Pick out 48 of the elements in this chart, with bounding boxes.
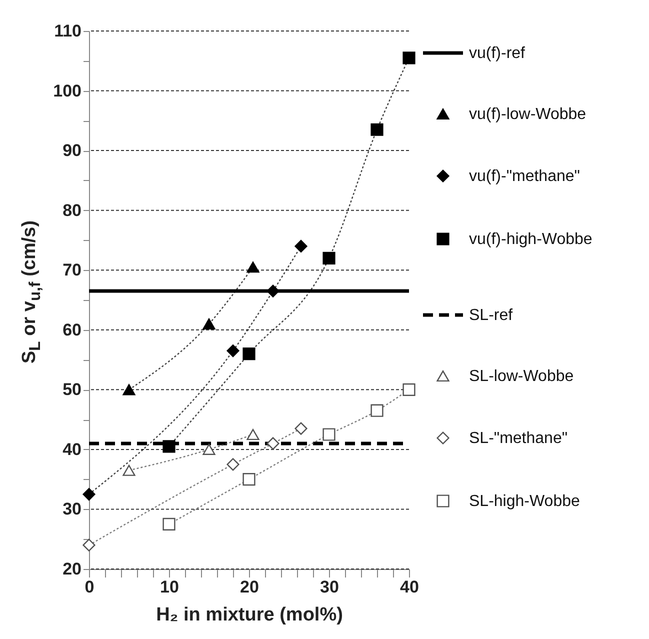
point <box>122 464 136 476</box>
point <box>322 428 336 441</box>
x-tick-label: 10 <box>160 578 179 596</box>
point <box>266 437 280 450</box>
x-tick-label: 0 <box>84 578 94 596</box>
point <box>370 123 384 136</box>
legend-label: SL-low-Wobbe <box>469 368 574 385</box>
legend-label: vu(f)-ref <box>469 45 526 62</box>
point <box>122 384 136 396</box>
point <box>246 428 260 440</box>
x-tick-label: 40 <box>400 578 419 596</box>
point <box>226 344 240 358</box>
point <box>242 473 256 486</box>
point <box>246 262 260 273</box>
point <box>202 444 216 455</box>
y-tick-label: 90 <box>62 141 82 160</box>
point <box>294 240 308 252</box>
x-tick-label: 20 <box>240 578 259 596</box>
y-tick-label: 100 <box>53 81 82 100</box>
legend-label: SL-ref <box>469 307 514 324</box>
point <box>82 538 96 552</box>
x-tick-label: 30 <box>320 578 339 596</box>
point <box>226 458 240 471</box>
point <box>162 518 176 530</box>
point <box>266 284 280 298</box>
y-tick-label: 110 <box>54 22 82 40</box>
y-tick-label: 70 <box>62 260 82 280</box>
point <box>242 348 256 360</box>
point <box>202 318 216 330</box>
point <box>82 488 96 501</box>
point <box>322 252 336 264</box>
y-tick-label: 60 <box>62 320 82 340</box>
point <box>162 440 176 453</box>
legend-label: vu(f)-high-Wobbe <box>469 231 592 248</box>
point <box>294 422 308 435</box>
y-tick-label: 30 <box>62 500 82 519</box>
point <box>402 383 416 396</box>
legend-label: SL-high-Wobbe <box>469 493 580 510</box>
point <box>402 52 416 64</box>
y-tick-label: 40 <box>62 440 82 459</box>
legend-label: vu(f)-low-Wobbe <box>469 106 586 123</box>
legend-label: vu(f)-"methane" <box>469 168 580 185</box>
legend-label: SL-"methane" <box>469 430 568 447</box>
y-tick-label: 50 <box>62 380 82 400</box>
x-axis-title: H₂ in mixture (mol%) <box>156 604 343 626</box>
y-tick-label: 20 <box>62 560 82 578</box>
y-tick-label: 80 <box>62 200 82 220</box>
point <box>370 404 384 417</box>
